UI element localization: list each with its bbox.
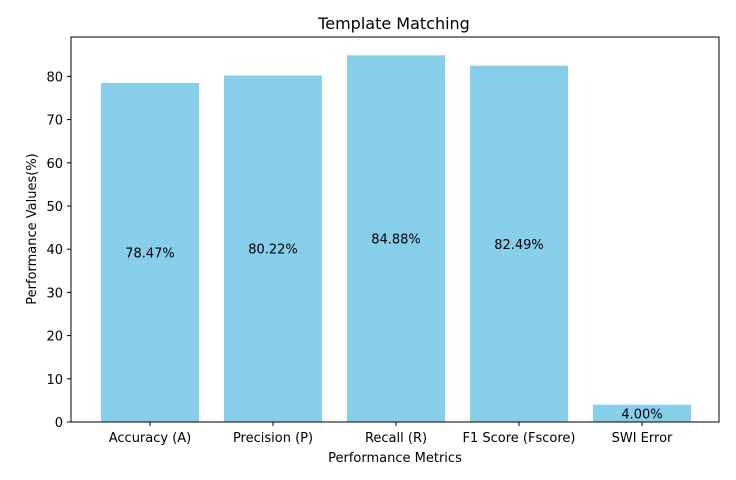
chart-title: Template Matching xyxy=(317,14,470,33)
y-tick-label: 40 xyxy=(46,243,63,258)
data-label: 4.00% xyxy=(621,407,662,422)
y-tick-label: 80 xyxy=(46,70,63,85)
x-tick-label: Accuracy (A) xyxy=(109,431,192,446)
y-tick-label: 50 xyxy=(46,200,63,215)
y-tick-label: 10 xyxy=(46,373,63,388)
y-tick-label: 60 xyxy=(46,157,63,172)
bar xyxy=(347,55,445,422)
x-axis: Accuracy (A) Precision (P) Recall (R) F1 Sc… xyxy=(109,422,673,446)
bar xyxy=(470,65,568,422)
bars-group xyxy=(101,55,691,422)
y-axis-label: Performance Values(%) xyxy=(25,153,40,304)
y-axis: 0 10 20 30 40 50 60 70 80 xyxy=(46,70,71,431)
x-tick-label: F1 Score (Fscore) xyxy=(463,431,576,446)
bar xyxy=(593,404,691,422)
x-tick-label: Precision (P) xyxy=(233,431,313,446)
plot-frame xyxy=(70,36,720,423)
data-label: 82.49% xyxy=(494,238,544,253)
y-tick-label: 70 xyxy=(46,114,63,129)
y-tick-label: 20 xyxy=(46,330,63,345)
data-label: 80.22% xyxy=(248,243,298,258)
x-axis-label: Performance Metrics xyxy=(328,451,462,466)
bar xyxy=(101,83,199,422)
x-tick-label: SWI Error xyxy=(612,431,673,446)
data-label: 78.47% xyxy=(125,247,175,262)
data-label: 84.88% xyxy=(371,233,421,248)
data-labels-group: 78.47% 80.22% 84.88% 82.49% 4.00% xyxy=(125,233,662,423)
bar xyxy=(224,75,322,422)
y-tick-label: 30 xyxy=(46,286,63,301)
y-tick-label: 0 xyxy=(55,416,63,431)
x-tick-label: Recall (R) xyxy=(365,431,427,446)
